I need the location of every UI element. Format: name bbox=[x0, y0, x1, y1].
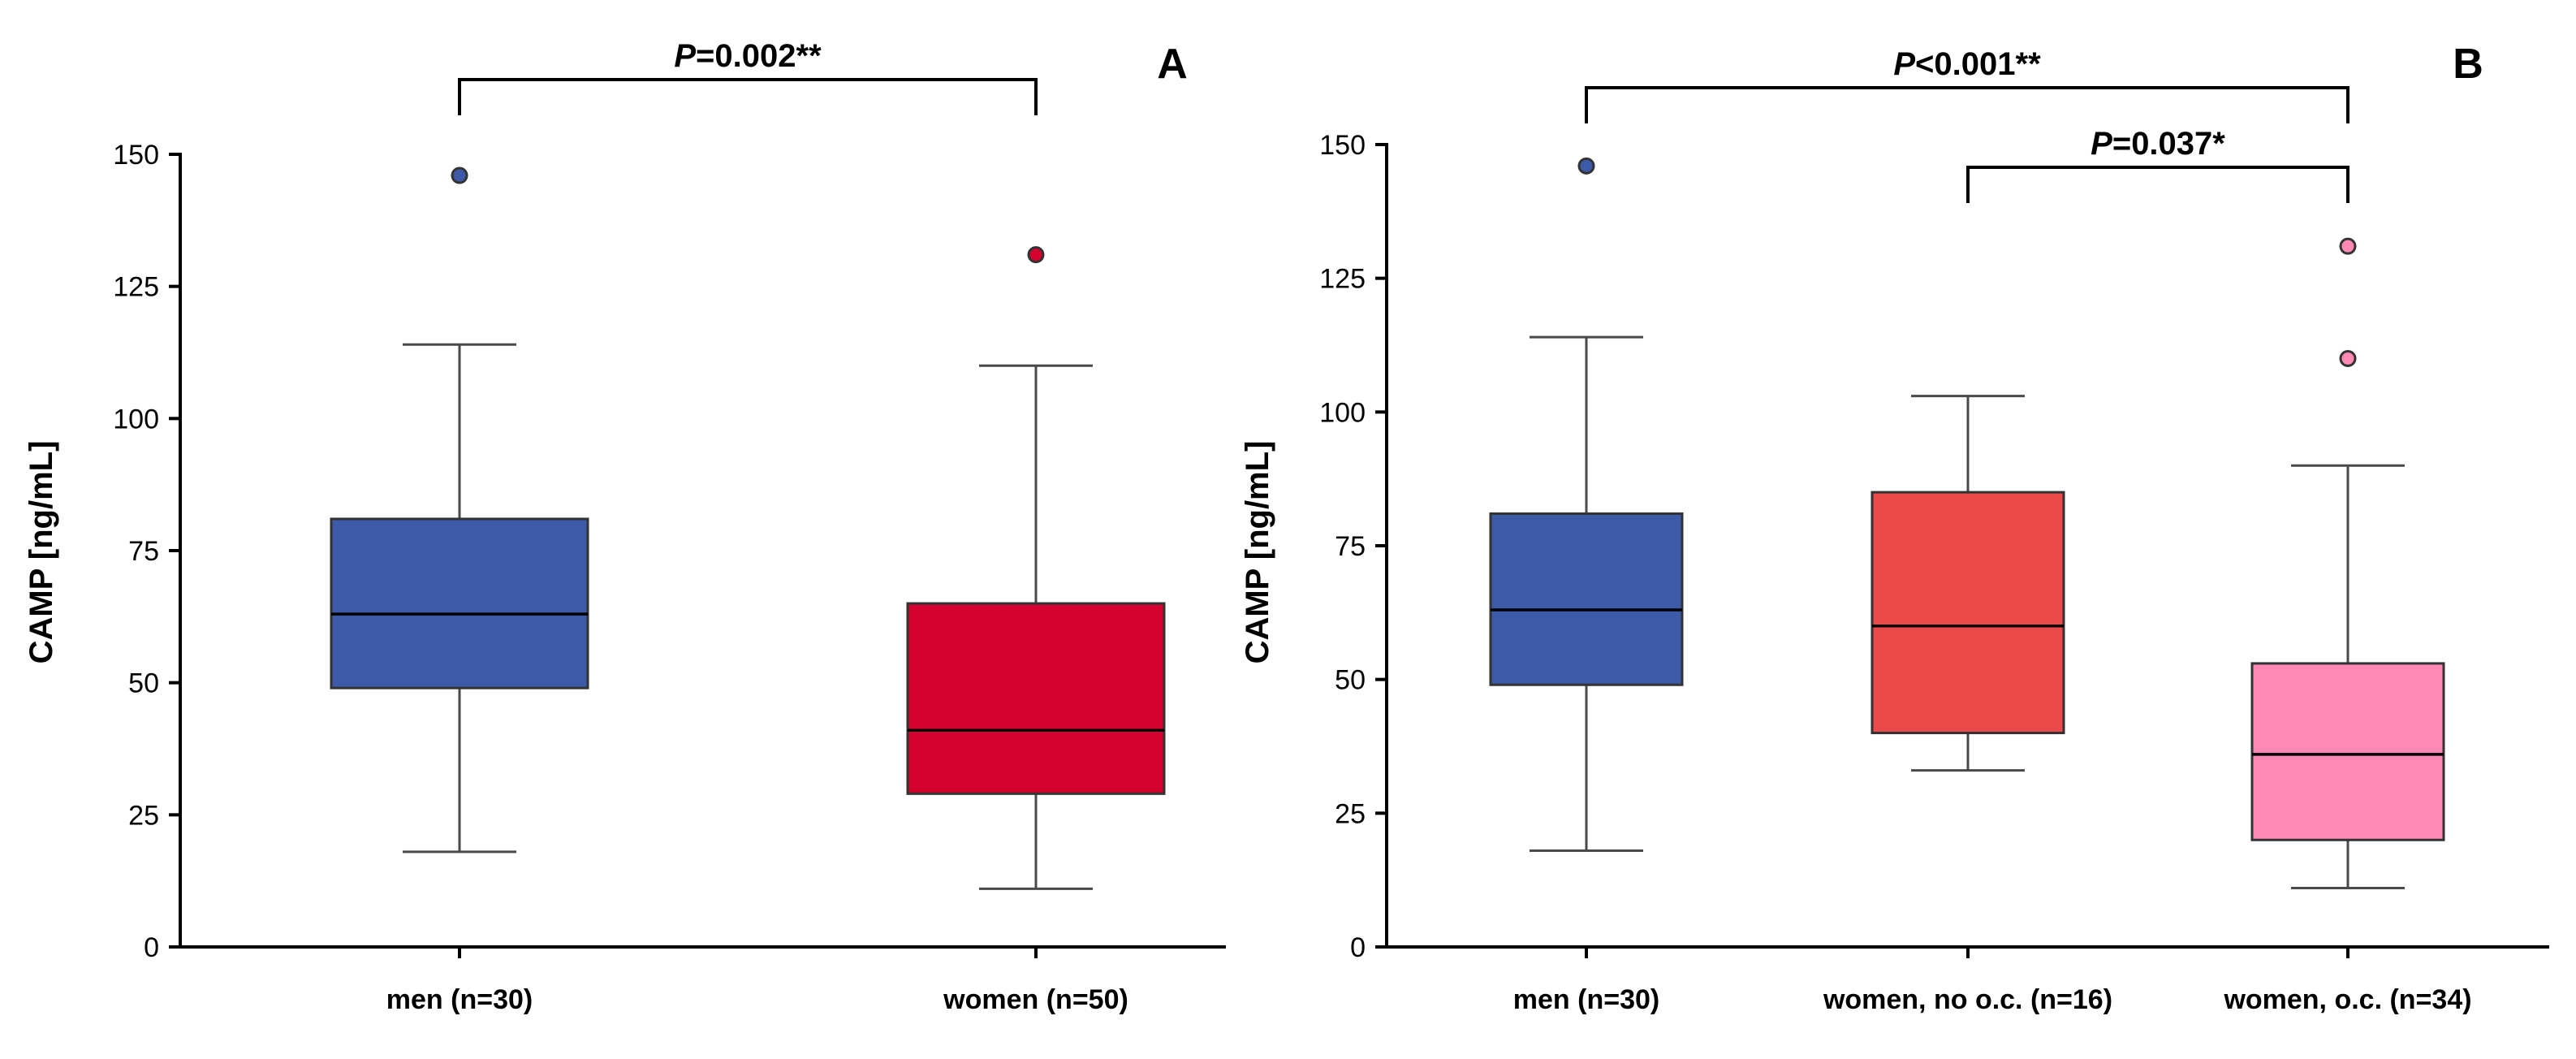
y-tick-label: 25 bbox=[1335, 798, 1366, 829]
x-tick-label-men-n-30: men (n=30) bbox=[386, 984, 533, 1015]
outlier-point bbox=[451, 166, 468, 184]
y-tick-label: 75 bbox=[128, 536, 159, 567]
y-tick-label: 50 bbox=[1335, 665, 1366, 696]
p-symbol: P bbox=[674, 38, 696, 74]
box-women-no-o-c-n-16 bbox=[1871, 491, 2065, 735]
significance-bracket bbox=[1966, 166, 2349, 203]
y-axis-title: CAMP [ng/mL] bbox=[24, 441, 59, 664]
significance-label: P=0.037* bbox=[2091, 126, 2225, 162]
outlier-point bbox=[1027, 246, 1045, 264]
significance-label: P<0.001** bbox=[1893, 46, 2041, 82]
y-tick-label: 0 bbox=[1350, 932, 1366, 963]
y-tick-label: 125 bbox=[113, 272, 159, 303]
p-value: =0.037* bbox=[2112, 126, 2225, 162]
x-tick-label-women-no-o-c-n-16: women, no o.c. (n=16) bbox=[1823, 984, 2112, 1015]
outlier-point bbox=[2339, 349, 2357, 367]
y-tick-label: 50 bbox=[128, 668, 159, 699]
box-women-o-c-n-34 bbox=[2250, 662, 2445, 841]
outlier-point bbox=[2339, 237, 2357, 255]
p-symbol: P bbox=[1893, 46, 1915, 82]
y-tick-label: 75 bbox=[1335, 531, 1366, 562]
panel-letter: B bbox=[2453, 41, 2483, 88]
y-tick-label: 150 bbox=[1319, 130, 1366, 161]
y-tick-label: 0 bbox=[144, 932, 159, 963]
panel-letter: A bbox=[1157, 41, 1188, 88]
x-tick-label-women-n-50: women (n=50) bbox=[943, 984, 1128, 1015]
outlier-point bbox=[1577, 157, 1595, 175]
p-value: <0.001** bbox=[1915, 46, 2041, 82]
significance-label: P=0.002** bbox=[674, 38, 822, 74]
y-tick-label: 100 bbox=[1319, 397, 1366, 428]
p-symbol: P bbox=[2091, 126, 2112, 162]
y-tick-label: 150 bbox=[113, 140, 159, 171]
y-tick-label: 100 bbox=[113, 404, 159, 434]
p-value: =0.002** bbox=[696, 38, 822, 74]
y-tick-label: 125 bbox=[1319, 264, 1366, 295]
box-men-n-30 bbox=[1489, 512, 1684, 686]
box-women-n-50 bbox=[906, 602, 1166, 795]
box-men-n-30 bbox=[330, 517, 589, 689]
significance-bracket bbox=[1585, 86, 2349, 123]
significance-bracket bbox=[458, 78, 1038, 115]
y-tick-label: 25 bbox=[128, 800, 159, 831]
x-tick-label-men-n-30: men (n=30) bbox=[1513, 984, 1659, 1015]
x-tick-label-women-o-c-n-34: women, o.c. (n=34) bbox=[2223, 984, 2471, 1015]
y-axis-title: CAMP [ng/mL] bbox=[1240, 441, 1275, 664]
